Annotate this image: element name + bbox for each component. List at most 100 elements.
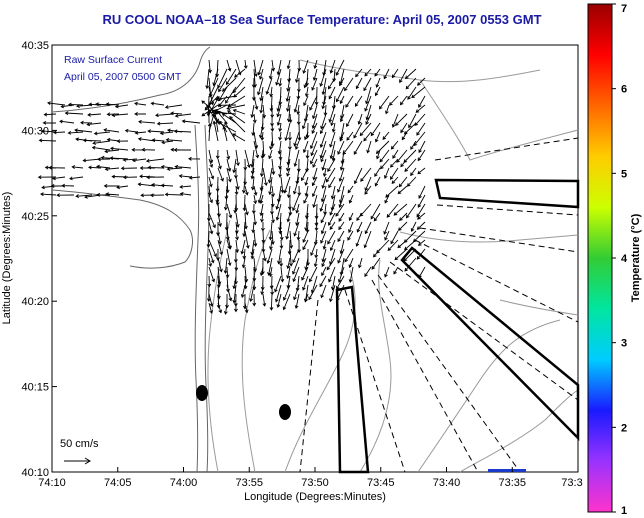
current-arrow [312, 158, 318, 168]
current-arrow [309, 131, 318, 150]
current-arrow [269, 239, 273, 251]
current-arrow [141, 147, 156, 152]
current-arrow [311, 185, 318, 198]
current-arrow [300, 167, 309, 182]
current-arrow [280, 266, 285, 283]
current-arrow [229, 116, 246, 133]
current-arrow [260, 149, 265, 160]
contour-line [499, 299, 579, 316]
current-arrow [173, 129, 192, 134]
current-arrow [159, 131, 174, 136]
current-arrow [355, 68, 363, 78]
current-arrow [364, 95, 372, 112]
current-arrow [80, 120, 93, 125]
current-arrow [313, 257, 318, 268]
current-arrow [313, 59, 318, 70]
current-arrow [403, 230, 417, 243]
current-arrow [410, 167, 417, 177]
current-arrow [207, 203, 211, 222]
current-arrow [321, 266, 327, 277]
current-arrow [326, 257, 336, 271]
current-arrow [375, 140, 390, 155]
current-arrow [399, 95, 408, 106]
current-arrow [304, 86, 309, 98]
current-arrow [258, 122, 264, 139]
current-arrow [406, 176, 417, 187]
current-arrow [224, 121, 237, 142]
current-arrow [365, 104, 372, 121]
current-arrow [344, 248, 354, 263]
current-arrow [383, 221, 390, 235]
current-arrow [269, 86, 274, 98]
current-arrow [241, 176, 246, 194]
current-arrow [269, 293, 274, 311]
current-arrow [294, 293, 300, 309]
current-arrow [274, 275, 282, 293]
current-arrow [311, 122, 318, 134]
current-arrow [253, 230, 258, 247]
current-arrow [312, 167, 318, 181]
current-arrow [286, 104, 291, 123]
current-arrow [111, 113, 129, 118]
current-arrow [256, 77, 264, 96]
current-arrow [417, 194, 426, 208]
current-arrow [396, 149, 408, 163]
current-arrow [234, 302, 238, 313]
current-arrow [103, 184, 120, 188]
current-arrow [253, 194, 258, 205]
current-arrow [345, 113, 354, 128]
current-arrow [328, 104, 336, 123]
current-arrow [60, 104, 75, 109]
current-arrow [385, 185, 399, 198]
current-arrow [178, 174, 192, 178]
current-arrow [208, 167, 215, 180]
current-arrow [288, 203, 293, 216]
current-arrow [61, 183, 75, 188]
current-arrow [76, 104, 93, 109]
colorbar-tick-label: 6 [621, 84, 627, 96]
current-arrow [250, 248, 255, 260]
current-arrow [295, 203, 300, 214]
current-arrow [48, 165, 66, 170]
current-arrow [344, 77, 354, 92]
y-axis: 40:35 40:30 40:25 40:20 40:15 40:10 Latitude … [1, 40, 57, 479]
current-arrow [103, 128, 120, 133]
current-arrow [337, 230, 345, 243]
current-arrow [134, 101, 147, 106]
current-arrow [329, 59, 336, 74]
current-arrow [329, 221, 336, 231]
current-arrow [304, 185, 309, 197]
current-arrow [161, 140, 174, 145]
legend-line-2: April 05, 2007 0500 GMT [64, 71, 182, 83]
dashed-ray [434, 137, 579, 161]
current-arrow [188, 156, 201, 161]
current-arrow [397, 221, 408, 231]
current-arrow [227, 95, 246, 107]
current-arrow [252, 113, 257, 124]
current-arrow [364, 185, 372, 195]
current-arrow [235, 149, 240, 167]
current-arrow [321, 158, 327, 171]
colorbar-tick-label: 3 [621, 338, 627, 350]
current-arrow [319, 194, 327, 212]
current-arrow [217, 212, 222, 228]
current-arrow [279, 239, 284, 250]
current-arrow [380, 158, 390, 170]
x-tick-label: 73:55 [235, 477, 263, 489]
current-arrow [179, 184, 192, 189]
current-arrow [253, 95, 259, 110]
current-arrow [267, 167, 273, 184]
current-arrow [75, 194, 93, 199]
current-arrow [232, 158, 237, 174]
current-arrow [260, 212, 264, 223]
bathymetry-contours [207, 59, 579, 473]
current-arrow [287, 140, 292, 151]
current-arrow [292, 194, 300, 212]
current-arrow [356, 221, 363, 233]
contour-line [284, 269, 356, 473]
current-arrow [156, 121, 174, 126]
current-arrow [329, 131, 336, 148]
current-arrow [320, 221, 327, 235]
current-arrow [276, 113, 282, 127]
